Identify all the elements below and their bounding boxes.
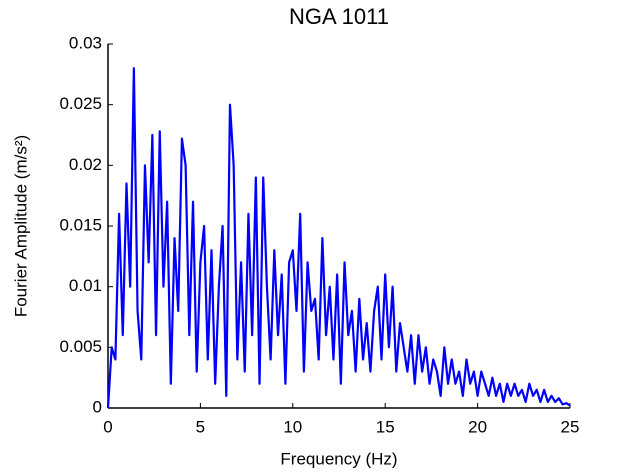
x-axis-label: Frequency (Hz) — [280, 449, 397, 468]
chart-title: NGA 1011 — [289, 4, 389, 29]
x-tick-label: 5 — [196, 417, 205, 436]
y-tick-label: 0.03 — [69, 33, 102, 52]
y-tick-label: 0.025 — [59, 94, 102, 113]
y-tick-label: 0.005 — [59, 337, 102, 356]
y-tick-label: 0.015 — [59, 215, 102, 234]
y-tick-label: 0.01 — [69, 276, 102, 295]
x-tick-label: 0 — [103, 417, 112, 436]
x-tick-label: 10 — [283, 417, 302, 436]
x-tick-label: 15 — [376, 417, 395, 436]
x-tick-label: 20 — [468, 417, 487, 436]
y-axis-label: Fourier Amplitude (m/s²) — [11, 135, 30, 317]
data-line — [106, 67, 571, 409]
x-tick-label: 25 — [561, 417, 580, 436]
y-tick-label: 0 — [93, 397, 102, 416]
y-tick-label: 0.02 — [69, 155, 102, 174]
